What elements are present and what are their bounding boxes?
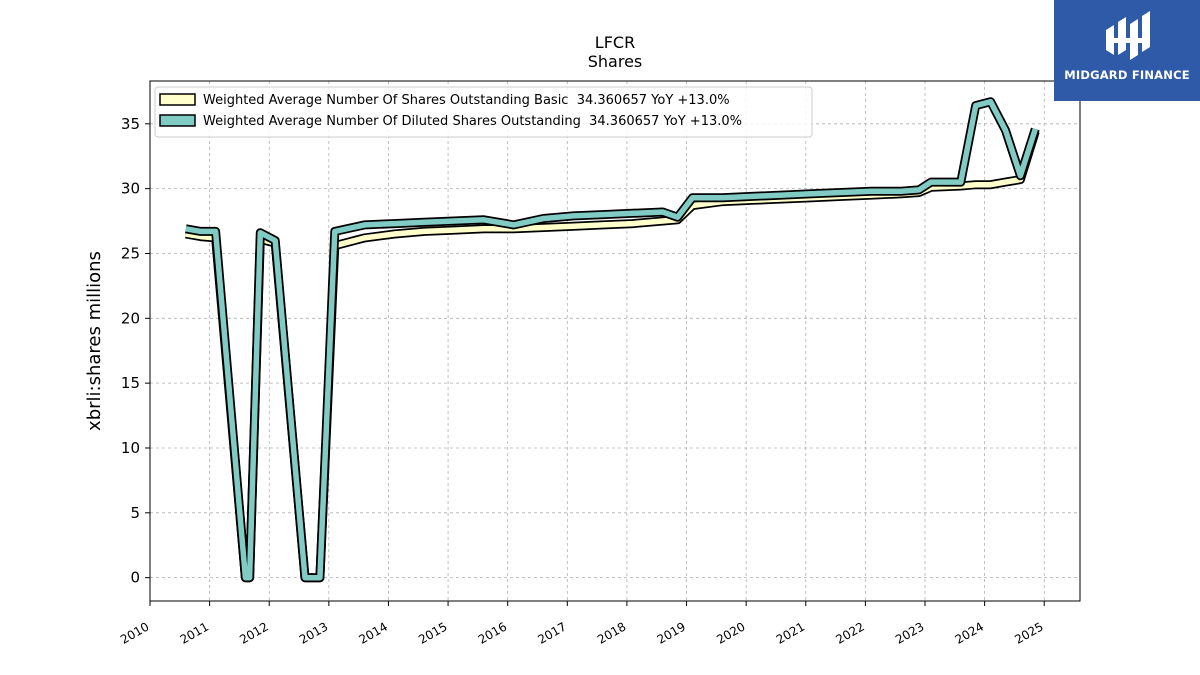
y-tick-label: 15 — [121, 374, 140, 392]
x-tick-label: 2023 — [893, 619, 926, 646]
x-tick-label: 2021 — [774, 619, 807, 646]
grid — [149, 81, 1080, 601]
series-outline — [185, 130, 1040, 583]
series-diluted-line — [185, 97, 1040, 583]
y-axis-label: xbrli:shares millions — [84, 251, 105, 431]
legend-swatch-basic — [159, 93, 196, 106]
legend-label-basic: Weighted Average Number Of Shares Outsta… — [203, 93, 730, 108]
x-tick-label: 2017 — [535, 619, 568, 646]
x-tick-label: 2018 — [595, 619, 628, 646]
midgard-logo-icon — [1106, 11, 1150, 60]
series-basic-line — [185, 130, 1040, 583]
y-tick-label: 20 — [121, 309, 140, 327]
x-tick-label: 2014 — [357, 619, 390, 646]
chart-title: LFCR — [595, 33, 635, 52]
x-tick-label: 2012 — [237, 619, 270, 646]
series-outline — [185, 97, 1040, 583]
legend-box — [154, 86, 813, 138]
y-tick-label: 30 — [121, 180, 140, 198]
legend-label-diluted: Weighted Average Number Of Diluted Share… — [203, 114, 742, 129]
series-line — [185, 98, 1038, 581]
legend[interactable]: Weighted Average Number Of Shares Outsta… — [154, 86, 813, 138]
legend-swatch-diluted — [159, 114, 196, 127]
x-tick-label: 2015 — [416, 619, 449, 646]
y-tick-label: 5 — [130, 504, 140, 522]
y-axis: 0 5 10 15 20 25 30 35 — [121, 115, 150, 587]
x-tick-label: 2024 — [953, 619, 986, 646]
y-tick-label: 0 — [130, 569, 140, 587]
x-tick-label: 2011 — [178, 619, 211, 646]
x-tick-label: 2022 — [833, 619, 866, 646]
x-tick-label: 2025 — [1012, 619, 1045, 646]
chart-subtitle: Shares — [588, 52, 643, 71]
y-tick-label: 35 — [121, 115, 140, 133]
plot-frame — [149, 80, 1081, 602]
y-tick-label: 25 — [121, 244, 140, 262]
brand-logo: MIDGARD FINANCE — [1054, 0, 1200, 101]
brand-name: MIDGARD FINANCE — [1064, 68, 1190, 82]
x-tick-label: 2016 — [476, 619, 509, 646]
x-tick-label: 2020 — [714, 619, 747, 646]
x-tick-label: 2010 — [118, 619, 151, 646]
x-tick-label: 2013 — [297, 619, 330, 646]
x-tick-label: 2019 — [655, 619, 688, 646]
y-tick-label: 10 — [121, 439, 140, 457]
series-layer — [185, 97, 1040, 583]
x-axis: 2010 2011 2012 2013 2014 2015 2016 2017 2018 2019… — [118, 601, 1046, 647]
series-line — [185, 130, 1038, 581]
